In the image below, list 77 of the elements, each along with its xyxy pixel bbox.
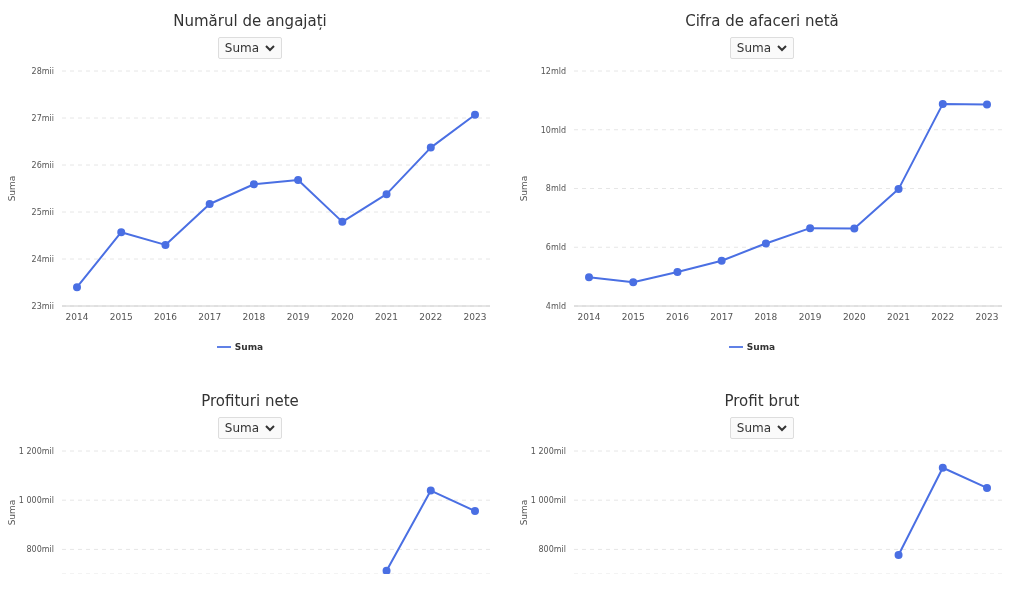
y-tick-label: 4mld <box>545 301 566 311</box>
point <box>294 176 303 185</box>
point <box>249 180 258 189</box>
point <box>117 228 126 237</box>
point <box>629 278 638 287</box>
dropdown: Suma <box>217 417 283 439</box>
point <box>850 224 859 233</box>
point <box>471 507 479 516</box>
x-tick-label: 2017 <box>710 312 734 323</box>
point <box>471 110 479 119</box>
point <box>426 486 435 495</box>
point <box>673 267 682 276</box>
x-tick-label: 2020 <box>330 312 355 323</box>
x-tick-label: 2016 <box>153 312 178 323</box>
x-tick-label: 2020 <box>842 312 867 323</box>
y-axis-title: Suma <box>7 175 18 202</box>
x-tick-label: 2015 <box>621 312 645 323</box>
dropdown: Suma <box>217 37 283 59</box>
x-tick-label: 2018 <box>754 312 778 323</box>
y-axis-title: Suma <box>519 175 530 202</box>
x-tick-label: 2019 <box>286 312 310 323</box>
point <box>983 483 991 492</box>
point <box>894 185 903 194</box>
point <box>338 217 347 226</box>
y-tick-label: 10mld <box>540 125 566 135</box>
chart-title: Numărul de angajați <box>172 12 328 32</box>
x-tick-label: 2022 <box>931 312 955 323</box>
point <box>938 99 947 108</box>
x-tick-label: 2021 <box>375 312 399 323</box>
y-tick-label: 6mld <box>545 243 566 253</box>
dropdown: Suma <box>729 417 795 439</box>
x-tick-label: 2014 <box>65 312 89 323</box>
y-tick-label: 24mii <box>31 254 54 264</box>
y-tick-label: 12mld <box>540 66 566 76</box>
chart-title: Profit brut <box>723 392 801 412</box>
point <box>938 463 947 472</box>
point <box>161 240 170 249</box>
x-tick-label: 2016 <box>665 312 690 323</box>
chart-title: Profituri nete <box>200 392 300 412</box>
point <box>382 566 391 574</box>
x-tick-label: 2023 <box>975 312 999 323</box>
y-tick-label: 23mii <box>31 301 54 311</box>
y-tick-label: 26mii <box>31 160 54 170</box>
y-axis-title: Suma <box>519 499 530 526</box>
point <box>585 273 593 282</box>
x-tick-label: 2019 <box>798 312 822 323</box>
dropdown: Suma <box>729 37 795 59</box>
point <box>73 283 81 292</box>
y-tick-label: 1 000mil <box>530 496 566 506</box>
point <box>717 256 726 265</box>
y-axis-title: Suma <box>7 499 18 526</box>
legend-label: Suma <box>746 341 776 352</box>
point <box>426 143 435 152</box>
x-tick-label: 2017 <box>198 312 222 323</box>
x-tick-label: 2015 <box>109 312 133 323</box>
y-tick-label: 8mld <box>545 184 566 194</box>
y-tick-label: 1 000mil <box>18 496 54 506</box>
x-tick-label: 2014 <box>577 312 601 323</box>
y-tick-label: 1 200mil <box>18 446 54 456</box>
y-tick-label: 800mil <box>26 545 54 555</box>
point <box>382 190 391 199</box>
point <box>806 224 815 233</box>
y-tick-label: 27mii <box>31 113 54 123</box>
y-tick-label: 25mii <box>31 207 54 217</box>
x-tick-label: 2023 <box>463 312 487 323</box>
chart-title: Cifra de afaceri netă <box>684 12 840 32</box>
x-tick-label: 2018 <box>242 312 266 323</box>
y-tick-label: 800mil <box>538 545 566 555</box>
y-tick-label: 28mii <box>31 66 54 76</box>
legend-label: Suma <box>234 341 264 352</box>
y-tick-label: 1 200mil <box>530 446 566 456</box>
point <box>894 551 903 560</box>
point <box>205 200 214 209</box>
point <box>983 100 991 109</box>
point <box>761 239 770 248</box>
x-tick-label: 2022 <box>419 312 443 323</box>
x-tick-label: 2021 <box>887 312 911 323</box>
